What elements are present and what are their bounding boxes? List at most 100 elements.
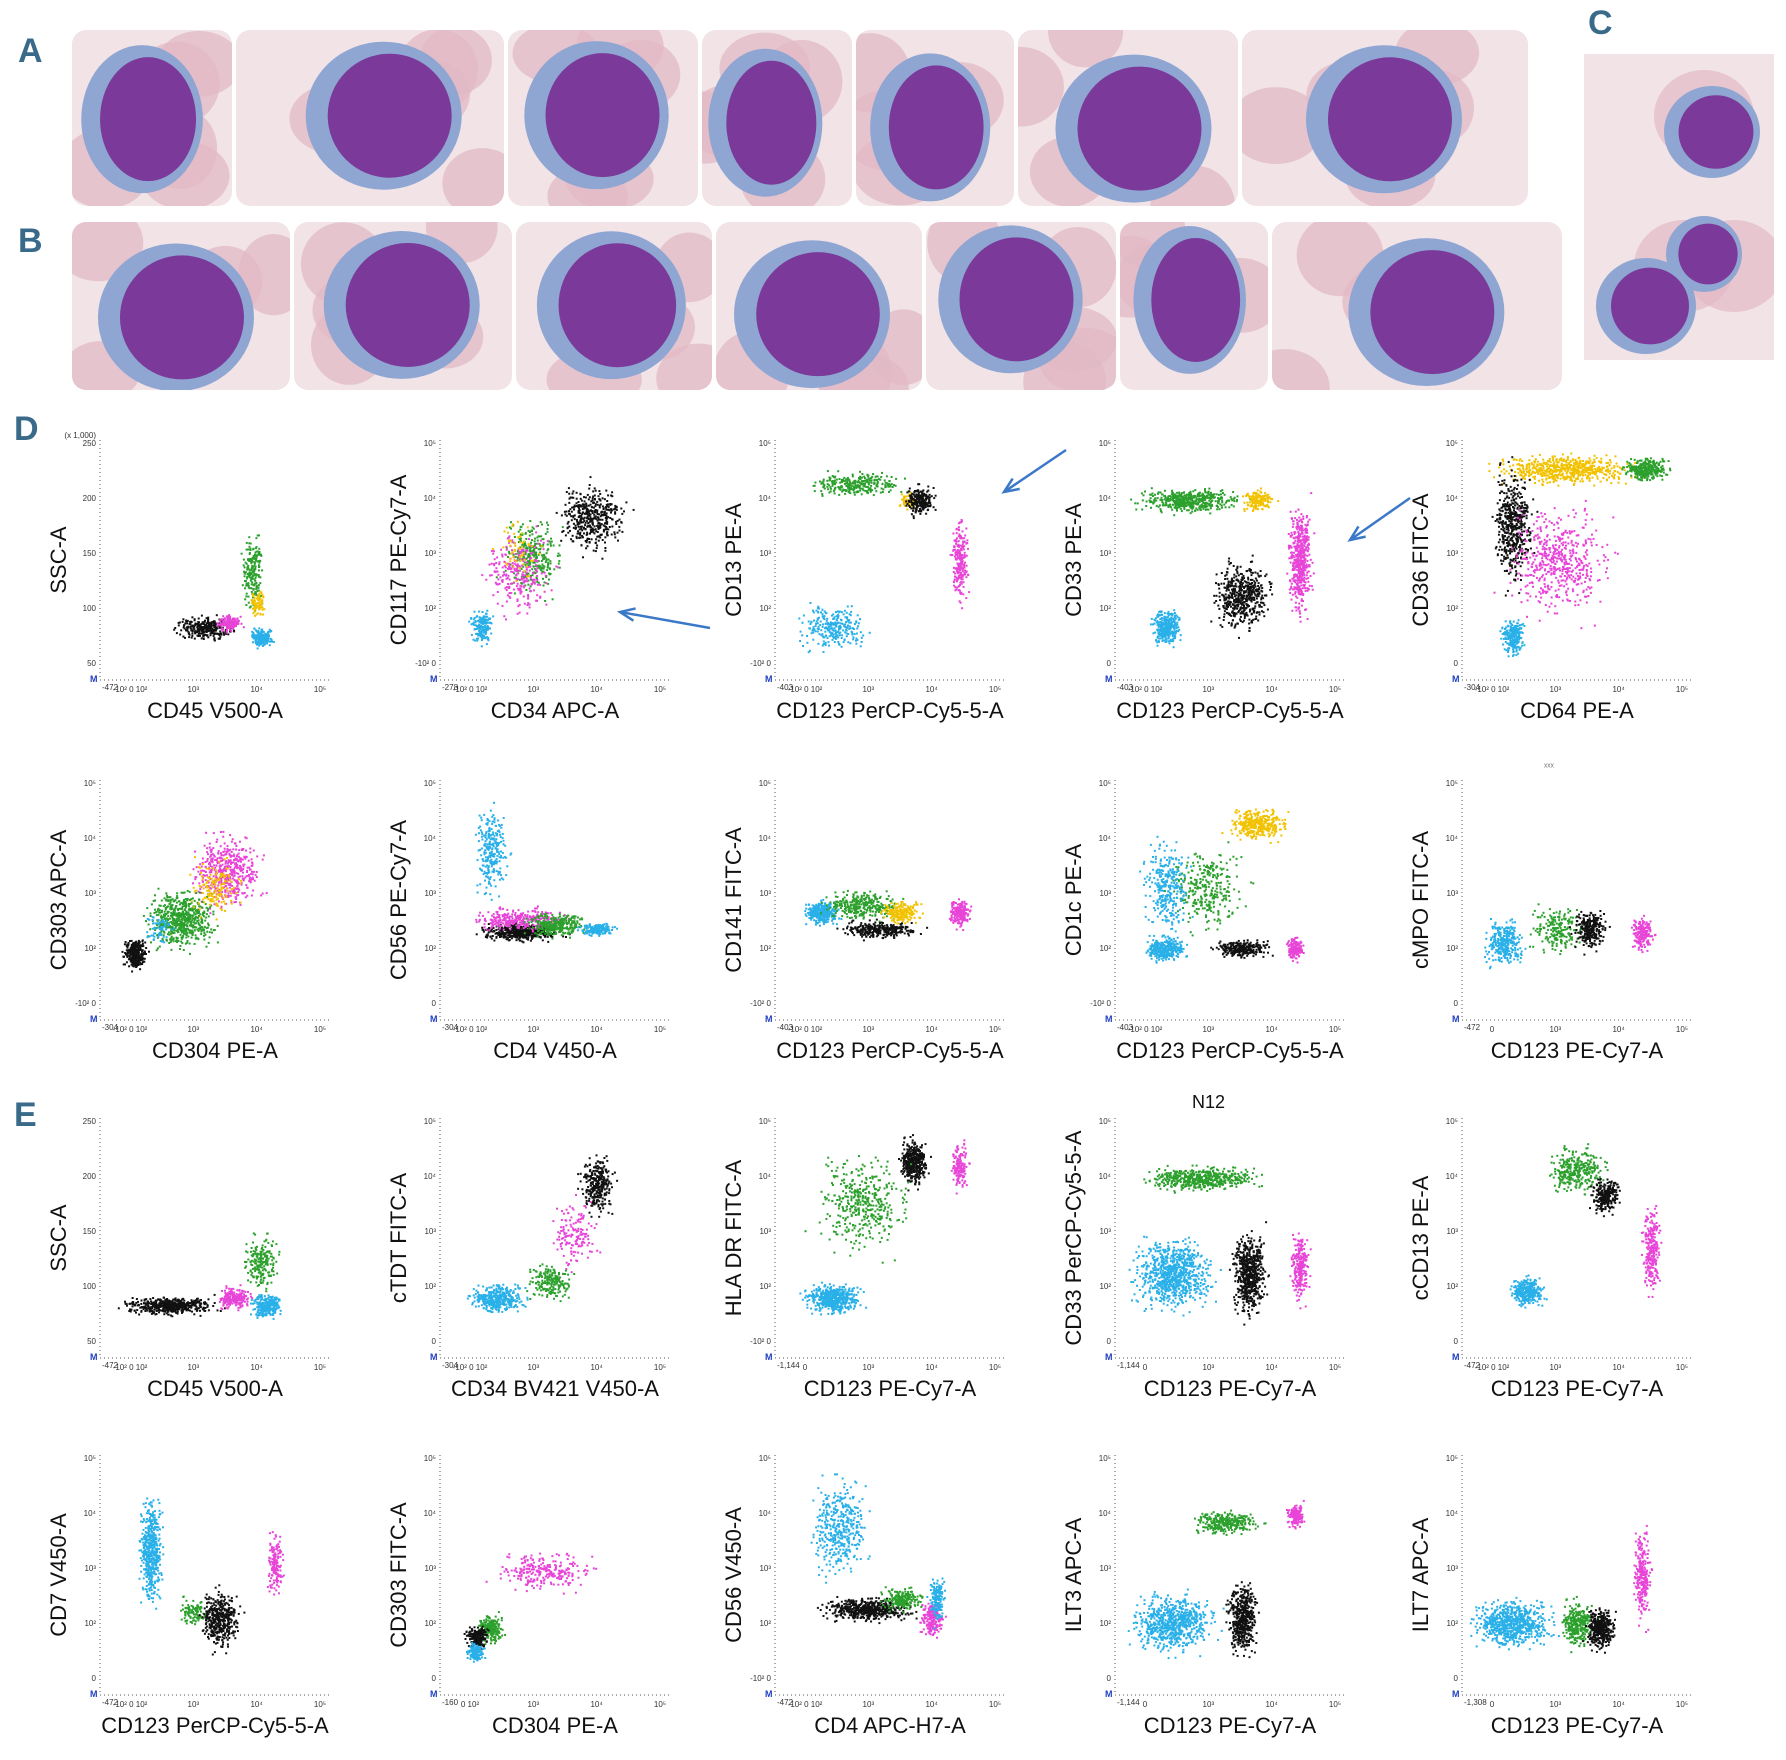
nucleus bbox=[1151, 238, 1240, 362]
x-axis-label: CD123 PE-Cy7-A bbox=[1144, 1376, 1317, 1401]
x-tick-label: 10⁵ bbox=[1329, 1700, 1341, 1709]
axis-min-label: -304 bbox=[1464, 683, 1481, 692]
x-tick-label: 10⁴ bbox=[925, 1700, 938, 1709]
y-tick-label: 10⁵ bbox=[84, 779, 96, 788]
y-tick-label: 10⁴ bbox=[1099, 494, 1112, 503]
x-tick-label: 10⁴ bbox=[250, 1700, 263, 1709]
y-axis-label: CD303 FITC-A bbox=[386, 1502, 411, 1648]
x-axis-label: CD123 PerCP-Cy5-5-A bbox=[1116, 1038, 1344, 1063]
x-axis-label: CD45 V500-A bbox=[147, 1376, 283, 1401]
panel-label-c: C bbox=[1588, 4, 1613, 43]
y-axis-label: CD33 PE-A bbox=[1061, 503, 1086, 617]
x-tick-label: 10⁵ bbox=[989, 685, 1001, 694]
y-tick-label: 150 bbox=[83, 549, 97, 558]
event-dots bbox=[1510, 1143, 1663, 1308]
x-tick-label: 0 bbox=[1490, 1025, 1495, 1034]
nucleus bbox=[1370, 250, 1494, 374]
y-axis-label: SSC-A bbox=[46, 1204, 71, 1272]
y-tick-label: 10³ bbox=[1446, 1564, 1458, 1573]
nucleus bbox=[889, 65, 984, 189]
y-axis-label: SSC-A bbox=[46, 526, 71, 594]
x-tick-label: 10⁵ bbox=[1676, 1025, 1688, 1034]
event-dots bbox=[1470, 1525, 1653, 1654]
m-marker: M bbox=[430, 1352, 438, 1362]
y-tick-label: 10⁴ bbox=[1446, 834, 1459, 843]
event-dots bbox=[122, 831, 268, 973]
x-axis-label: CD34 APC-A bbox=[491, 698, 620, 723]
m-marker: M bbox=[1452, 1689, 1460, 1699]
axes bbox=[100, 440, 330, 680]
y-tick-label: 10³ bbox=[424, 549, 436, 558]
y-tick-label: 10³ bbox=[84, 1564, 96, 1573]
y-tick-label: 10³ bbox=[1446, 889, 1458, 898]
y-tick-label: -10² 0 bbox=[750, 1337, 771, 1346]
y-tick-label: 10³ bbox=[424, 1227, 436, 1236]
x-tick-label: 10³ bbox=[863, 685, 875, 694]
axis-min-label: -472 bbox=[1464, 1361, 1481, 1370]
x-tick-label: 10³ bbox=[863, 1025, 875, 1034]
y-axis-label: HLA DR FITC-A bbox=[721, 1159, 746, 1316]
y-tick-label: -10² 0 bbox=[750, 1674, 771, 1683]
y-tick-label: -10² 0 bbox=[415, 659, 436, 668]
axes bbox=[1462, 1118, 1692, 1358]
x-tick-label: 10³ bbox=[1203, 1700, 1215, 1709]
axis-min-label: -278 bbox=[442, 683, 459, 692]
y-tick-label: -10² 0 bbox=[750, 999, 771, 1008]
y-tick-label: 10⁵ bbox=[424, 779, 436, 788]
x-axis-label: CD123 PE-Cy7-A bbox=[804, 1376, 977, 1401]
x-tick-label: 10⁴ bbox=[925, 685, 938, 694]
y-tick-label: 10² bbox=[1446, 1619, 1458, 1628]
y-tick-label: 10⁵ bbox=[1099, 439, 1111, 448]
y-tick-label: 0 bbox=[1454, 659, 1459, 668]
axes bbox=[100, 780, 330, 1020]
x-tick-label: 10⁵ bbox=[989, 1025, 1001, 1034]
cell-image-a-2 bbox=[236, 30, 504, 206]
y-tick-label: 10⁴ bbox=[759, 1172, 772, 1181]
m-marker: M bbox=[765, 1014, 773, 1024]
x-tick-label: 0 10² bbox=[461, 1700, 480, 1709]
x-tick-label: 10⁴ bbox=[1612, 1025, 1625, 1034]
axis-min-label: -1,308 bbox=[1464, 1698, 1487, 1707]
x-tick-label: 10⁵ bbox=[1329, 1025, 1341, 1034]
y-tick-label: 10⁴ bbox=[1446, 494, 1459, 503]
cell-image-a-6 bbox=[1018, 30, 1238, 206]
x-tick-label: 10⁴ bbox=[925, 1025, 938, 1034]
m-marker: M bbox=[1105, 1352, 1113, 1362]
y-tick-label: 10⁵ bbox=[759, 1117, 771, 1126]
x-tick-label: 10⁴ bbox=[250, 1363, 263, 1372]
n12-label: N12 bbox=[1192, 1092, 1225, 1113]
axis-min-label: -304 bbox=[442, 1361, 459, 1370]
y-tick-label: 10⁴ bbox=[424, 834, 437, 843]
y-tick-label: 10⁴ bbox=[424, 1509, 437, 1518]
x-axis-label: CD123 PE-Cy7-A bbox=[1491, 1713, 1664, 1738]
y-tick-label: 10³ bbox=[1099, 549, 1111, 558]
y-tick-label: 10⁵ bbox=[1099, 1117, 1111, 1126]
x-tick-label: 10³ bbox=[188, 685, 200, 694]
y-tick-label: 10⁵ bbox=[424, 1117, 436, 1126]
y-tick-label: 10⁵ bbox=[84, 1454, 96, 1463]
x-tick-label: 10⁵ bbox=[1676, 1363, 1688, 1372]
cell-image-b-6 bbox=[1120, 222, 1268, 390]
y-tick-label: 0 bbox=[1454, 1674, 1459, 1683]
x-tick-label: 10⁵ bbox=[1676, 1700, 1688, 1709]
x-tick-label: 10⁴ bbox=[1265, 1363, 1278, 1372]
axis-min-label: -403 bbox=[1117, 683, 1134, 692]
axis-min-label: -304 bbox=[442, 1023, 459, 1032]
y-tick-label: 0 bbox=[432, 1337, 437, 1346]
y-tick-label: 50 bbox=[87, 659, 96, 668]
event-dots bbox=[1488, 453, 1671, 658]
x-axis-label: CD123 PE-Cy7-A bbox=[1491, 1376, 1664, 1401]
axes bbox=[440, 1118, 670, 1358]
y-tick-label: 150 bbox=[83, 1227, 97, 1236]
x-tick-label: 10⁴ bbox=[1265, 1025, 1278, 1034]
x-tick-label: 10³ bbox=[1550, 1025, 1562, 1034]
x-tick-label: 10⁴ bbox=[590, 1700, 603, 1709]
y-tick-label: 10⁴ bbox=[1099, 1509, 1112, 1518]
event-dots bbox=[468, 476, 634, 647]
